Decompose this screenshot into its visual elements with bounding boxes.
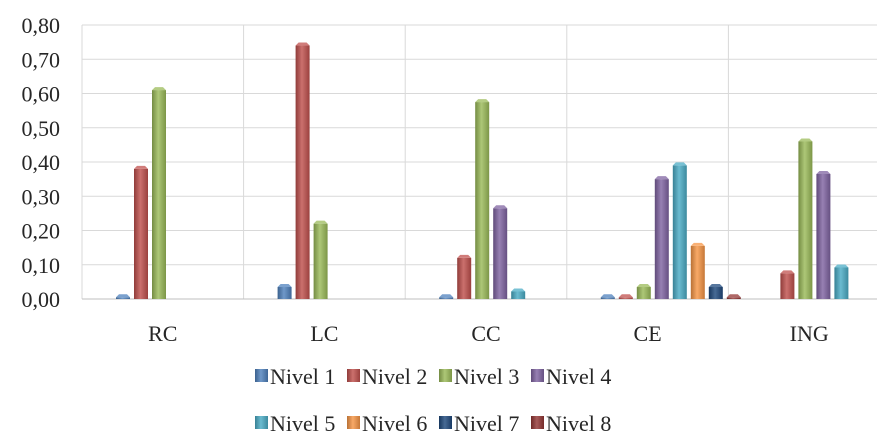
legend-item: Nivel 3 bbox=[439, 364, 519, 389]
bars bbox=[116, 42, 849, 299]
y-tick-label: 0,80 bbox=[22, 13, 61, 38]
bar-nivel-3-ing bbox=[798, 138, 813, 299]
legend-item: Nivel 4 bbox=[531, 364, 611, 389]
legend-label: Nivel 5 bbox=[270, 411, 335, 436]
legend-item: Nivel 5 bbox=[255, 411, 335, 436]
bar-nivel-3-lc bbox=[313, 220, 328, 299]
legend-label: Nivel 1 bbox=[270, 364, 335, 389]
legend-swatch bbox=[531, 416, 544, 429]
x-tick-label: CE bbox=[634, 321, 662, 346]
bar-nivel-1-cc bbox=[439, 294, 454, 299]
bar-nivel-5-ce bbox=[672, 162, 687, 299]
y-tick-label: 0,40 bbox=[22, 150, 61, 175]
y-tick-label: 0,10 bbox=[22, 253, 61, 278]
legend-item: Nivel 8 bbox=[531, 411, 611, 436]
legend-item: Nivel 2 bbox=[347, 364, 427, 389]
legend-swatch bbox=[439, 416, 452, 429]
legend-label: Nivel 2 bbox=[362, 364, 427, 389]
bar-nivel-2-lc bbox=[295, 42, 310, 299]
x-tick-label: CC bbox=[471, 321, 500, 346]
bar-nivel-8-ce bbox=[726, 294, 741, 299]
bar-nivel-2-rc bbox=[134, 165, 148, 299]
x-tick-label: LC bbox=[310, 321, 338, 346]
bar-nivel-2-cc bbox=[457, 254, 472, 299]
x-tick-label: ING bbox=[790, 321, 829, 346]
bar-nivel-3-rc bbox=[152, 87, 166, 299]
legend-swatch bbox=[439, 369, 452, 382]
bar-nivel-3-ce bbox=[636, 284, 651, 299]
legend-label: Nivel 3 bbox=[454, 364, 519, 389]
bar-nivel-1-ce bbox=[600, 294, 615, 299]
y-tick-label: 0,50 bbox=[22, 116, 61, 141]
bar-nivel-4-ing bbox=[816, 170, 831, 299]
legend-swatch bbox=[531, 369, 544, 382]
y-tick-label: 0,20 bbox=[22, 219, 61, 244]
legend-item: Nivel 1 bbox=[255, 364, 335, 389]
legend-label: Nivel 6 bbox=[362, 411, 427, 436]
bar-nivel-5-cc bbox=[511, 288, 526, 299]
bar-nivel-6-ce bbox=[690, 242, 705, 299]
y-tick-label: 0,60 bbox=[22, 82, 61, 107]
legend-label: Nivel 7 bbox=[454, 411, 519, 436]
legend-item: Nivel 6 bbox=[347, 411, 427, 436]
bar-nivel-2-ce bbox=[618, 294, 633, 299]
y-axis-ticks: 0,00 0,10 0,20 0,30 0,40 0,50 0,60 0,70 0,80 bbox=[22, 13, 61, 312]
x-tick-label: RC bbox=[148, 321, 177, 346]
bar-nivel-3-cc bbox=[475, 99, 490, 299]
y-tick-label: 0,00 bbox=[22, 287, 61, 312]
legend-swatch bbox=[347, 369, 360, 382]
bar-nivel-5-ing bbox=[834, 264, 849, 299]
bar-nivel-7-ce bbox=[708, 284, 723, 299]
bar-nivel-4-ce bbox=[654, 176, 669, 299]
legend-swatch bbox=[347, 416, 360, 429]
legend-label: Nivel 4 bbox=[546, 364, 611, 389]
bar-nivel-1-rc bbox=[116, 294, 130, 299]
x-axis-ticks: RC LC CC CE ING bbox=[148, 321, 829, 346]
bar-nivel-2-ing bbox=[780, 270, 795, 299]
bar-nivel-1-lc bbox=[277, 284, 292, 299]
y-tick-label: 0,70 bbox=[22, 47, 61, 72]
y-tick-label: 0,30 bbox=[22, 184, 61, 209]
legend-label: Nivel 8 bbox=[546, 411, 611, 436]
legend-swatch bbox=[255, 416, 268, 429]
bar-nivel-4-cc bbox=[493, 205, 508, 299]
legend-item: Nivel 7 bbox=[439, 411, 519, 436]
legend-swatch bbox=[255, 369, 268, 382]
legend: Nivel 1 Nivel 2 Nivel 3 Nivel 4 Nivel 5 Nivel… bbox=[255, 364, 611, 436]
